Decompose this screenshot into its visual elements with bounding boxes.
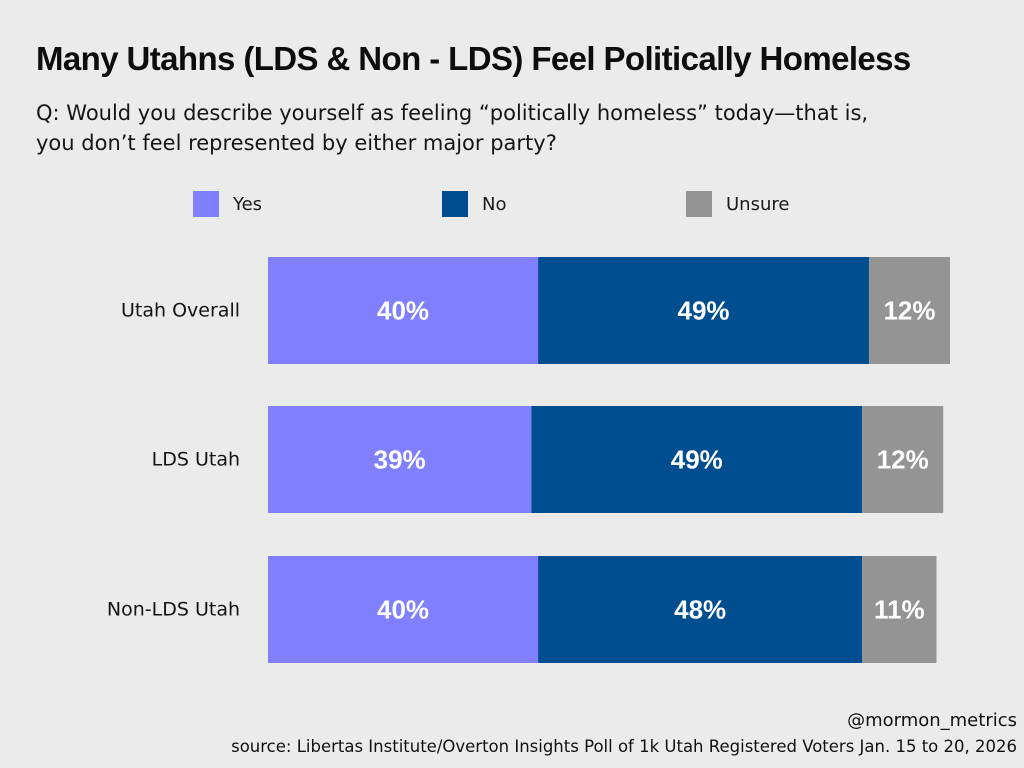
data-label-yes-0: 40% bbox=[377, 296, 429, 326]
data-label-no-2: 48% bbox=[674, 595, 726, 625]
subtitle-line-1: Q: Would you describe yourself as feelin… bbox=[36, 101, 869, 125]
legend-label-no: No bbox=[482, 193, 507, 215]
data-label-unsure-2: 11% bbox=[874, 595, 925, 625]
legend-item-yes: Yes bbox=[193, 191, 262, 217]
chart-subtitle: Q: Would you describe yourself as feelin… bbox=[36, 98, 996, 158]
legend-swatch-no bbox=[442, 191, 468, 217]
data-label-no-1: 49% bbox=[671, 445, 723, 475]
bar-yes-2 bbox=[268, 556, 539, 663]
data-label-unsure-0: 12% bbox=[883, 296, 935, 326]
legend-label-unsure: Unsure bbox=[726, 193, 790, 215]
bar-unsure-2 bbox=[862, 556, 937, 663]
data-label-no-0: 49% bbox=[678, 296, 730, 326]
bar-no-0 bbox=[538, 257, 869, 364]
bar-yes-1 bbox=[268, 406, 532, 513]
legend-label-yes: Yes bbox=[233, 193, 263, 215]
chart-title: Many Utahns (LDS & Non - LDS) Feel Polit… bbox=[36, 40, 911, 77]
category-label-0: Utah Overall bbox=[121, 300, 240, 322]
data-label-unsure-1: 12% bbox=[877, 445, 929, 475]
data-label-yes-2: 40% bbox=[377, 595, 429, 625]
legend-item-unsure: Unsure bbox=[686, 191, 789, 217]
category-label-1: LDS Utah bbox=[152, 449, 240, 471]
legend-swatch-unsure bbox=[686, 191, 712, 217]
subtitle-line-2: you don’t feel represented by either maj… bbox=[36, 131, 557, 155]
credit-handle: @mormon_metrics bbox=[847, 710, 1017, 731]
source-note: source: Libertas Institute/Overton Insig… bbox=[231, 737, 1017, 756]
legend-swatch-yes bbox=[193, 191, 219, 217]
bar-yes-0 bbox=[268, 257, 539, 364]
data-label-yes-1: 39% bbox=[374, 445, 426, 475]
bar-no-1 bbox=[531, 406, 863, 513]
category-label-2: Non-LDS Utah bbox=[107, 599, 240, 621]
bar-unsure-0 bbox=[868, 257, 950, 364]
bar-no-2 bbox=[538, 556, 863, 663]
legend-item-no: No bbox=[442, 191, 506, 217]
bar-unsure-1 bbox=[862, 406, 944, 513]
